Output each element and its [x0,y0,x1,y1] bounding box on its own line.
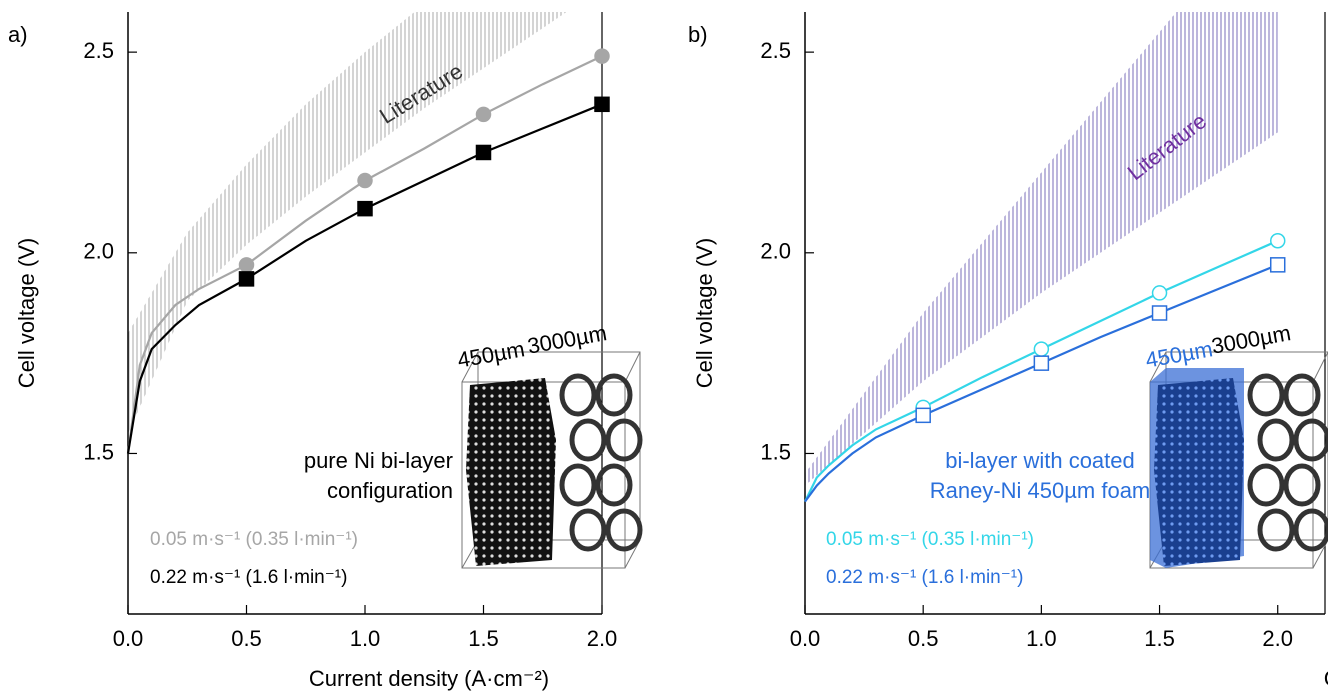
marker [1153,306,1167,320]
foam-cell [608,511,640,549]
foam-cell [1260,511,1292,549]
x-axis-label: Current density (A·cm⁻²) [309,666,549,691]
annotation: 450µm [456,336,527,372]
marker [240,272,254,286]
marker [1153,286,1167,300]
marker [1271,258,1285,272]
x-tick-label: 0.5 [231,626,262,651]
foam-dense [466,378,556,566]
foam-cell [608,421,640,459]
x-tick-label: 1.0 [1026,626,1057,651]
foam-cell [1296,421,1328,459]
marker [1034,342,1048,356]
x-tick-label: 2.0 [1262,626,1293,651]
annotation: 450µm [1144,336,1215,372]
x-tick-label: 1.0 [350,626,381,651]
foam-illustration [1150,352,1328,568]
figure: Literature0.00.51.01.52.01.52.02.5a)Curr… [0,0,1328,700]
y-tick-label: 2.5 [760,38,791,63]
literature-band [128,0,602,433]
panel: Literature0.00.51.01.52.01.52.02.5b)Curr… [688,0,1328,691]
foam-cell [562,466,594,504]
y-tick-label: 1.5 [83,439,114,464]
foam-dense [1154,378,1244,566]
marker [358,174,372,188]
marker [595,49,609,63]
foam-edge [1313,352,1328,382]
panel-label: b) [688,22,708,47]
annotation: bi-layer with coated [945,448,1135,473]
x-tick-label: 0.0 [113,626,144,651]
x-tick-label: 0.0 [790,626,821,651]
marker [1271,234,1285,248]
annotation: Raney-Ni 450µm foam [930,478,1151,503]
annotation: pure Ni bi-layer [304,448,453,473]
foam-cell [572,511,604,549]
marker [1034,356,1048,370]
annotation: 3000µm [1210,320,1293,359]
y-tick-label: 2.0 [83,239,114,264]
marker [477,145,491,159]
marker [358,202,372,216]
marker [916,408,930,422]
x-tick-label: 1.5 [468,626,499,651]
marker [477,107,491,121]
y-tick-label: 2.0 [760,239,791,264]
y-axis-label: Cell voltage (V) [692,238,717,388]
y-tick-label: 1.5 [760,439,791,464]
x-axis-label: Current density (A·cm⁻²) [1324,666,1328,691]
foam-cell [1260,421,1292,459]
legend-entry: 0.05 m·s⁻¹ (0.35 l·min⁻¹) [826,529,1034,550]
foam-cell [1296,511,1328,549]
panel-label: a) [8,22,28,47]
x-tick-label: 0.5 [908,626,939,651]
annotation: 3000µm [526,320,609,359]
foam-edge [625,352,640,382]
y-axis-label: Cell voltage (V) [14,238,39,388]
y-tick-label: 2.5 [83,38,114,63]
legend-entry: 0.22 m·s⁻¹ (1.6 l·min⁻¹) [150,567,347,588]
annotation: configuration [327,478,453,503]
marker [240,258,254,272]
legend-entry: 0.05 m·s⁻¹ (0.35 l·min⁻¹) [150,529,358,550]
legend-entry: 0.22 m·s⁻¹ (1.6 l·min⁻¹) [826,567,1023,588]
marker [595,97,609,111]
foam-cell [1250,466,1282,504]
x-tick-label: 2.0 [587,626,618,651]
foam-cell [572,421,604,459]
x-tick-label: 1.5 [1144,626,1175,651]
foam-illustration [462,352,640,568]
